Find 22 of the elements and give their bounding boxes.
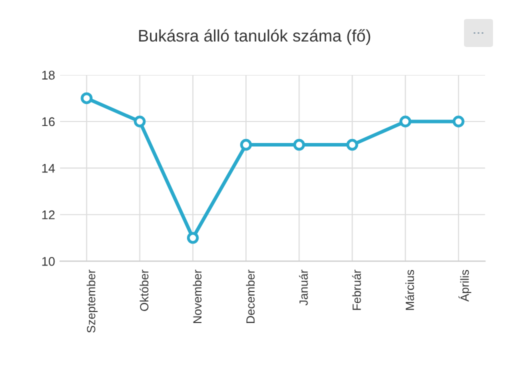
y-tick-label: 12 xyxy=(42,210,55,220)
chart-title: Bukásra álló tanulók száma (fő) xyxy=(139,29,370,45)
point xyxy=(293,138,306,151)
x-tick-label: Február xyxy=(352,270,361,310)
point xyxy=(452,116,464,128)
x-tick-label: Szeptember xyxy=(86,270,98,333)
y-tick-label: 10 xyxy=(42,256,55,266)
point xyxy=(346,138,358,151)
x-tick-label: Április xyxy=(458,270,472,302)
point xyxy=(80,92,93,104)
point xyxy=(399,116,412,128)
point xyxy=(186,232,199,244)
point xyxy=(134,116,146,128)
x-tick-label: November xyxy=(192,270,202,323)
y-tick-label: 18 xyxy=(42,70,55,80)
y-tick-label: 16 xyxy=(42,117,55,126)
x-tick-label: Január xyxy=(298,270,308,306)
x-tick-label: December xyxy=(246,270,255,323)
point xyxy=(240,138,252,151)
x-tick-label: Október xyxy=(140,270,148,311)
x-tick-label: Március xyxy=(405,270,414,310)
y-tick-label: 14 xyxy=(42,164,55,173)
